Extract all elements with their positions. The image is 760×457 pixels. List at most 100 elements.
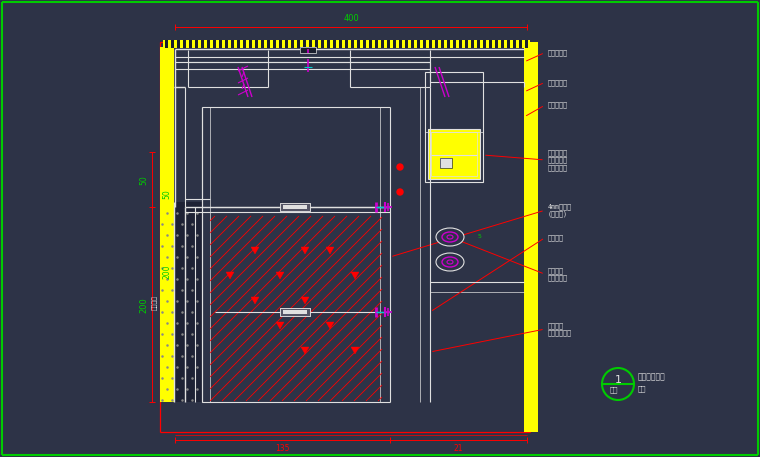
Text: 铝型材立柱
铝型材横档
不锈钢螺栓: 铝型材立柱 铝型材横档 不锈钢螺栓 — [548, 149, 568, 171]
Bar — [339, 40, 342, 48]
Bar — [381, 40, 384, 48]
Polygon shape — [326, 247, 334, 254]
Bar — [249, 40, 252, 48]
Text: 200: 200 — [139, 297, 148, 313]
Text: 幕墙竖框节点: 幕墙竖框节点 — [638, 372, 666, 382]
Bar — [243, 40, 246, 48]
Bar — [513, 40, 516, 48]
Bar — [417, 40, 420, 48]
Bar — [213, 40, 216, 48]
Bar — [423, 40, 426, 48]
Text: 接地扁钢
与钢结构连接: 接地扁钢 与钢结构连接 — [548, 322, 572, 336]
Bar — [333, 40, 336, 48]
Bar — [411, 40, 414, 48]
Bar — [405, 40, 408, 48]
Bar — [309, 40, 312, 48]
Polygon shape — [301, 247, 309, 254]
Bar — [345, 40, 348, 48]
Text: 50: 50 — [163, 189, 172, 199]
Bar — [519, 40, 522, 48]
Bar — [285, 40, 288, 48]
Bar — [428, 129, 480, 179]
Bar — [201, 40, 204, 48]
Polygon shape — [276, 272, 284, 279]
Bar — [447, 40, 450, 48]
Bar — [351, 40, 354, 48]
Text: 1: 1 — [615, 375, 622, 385]
Bar — [291, 40, 294, 48]
Bar — [507, 40, 510, 48]
Text: 比例: 比例 — [610, 387, 618, 393]
Text: 铝板封闭板: 铝板封闭板 — [548, 49, 568, 56]
Text: 50: 50 — [139, 175, 148, 185]
Bar — [165, 40, 168, 48]
Bar — [387, 40, 390, 48]
Bar — [399, 40, 402, 48]
Text: 连接件件: 连接件件 — [548, 234, 564, 241]
Bar — [525, 40, 528, 48]
Bar — [183, 40, 186, 48]
Polygon shape — [351, 272, 359, 279]
Circle shape — [397, 189, 403, 195]
Ellipse shape — [436, 228, 464, 246]
Bar — [283, 205, 307, 209]
Bar — [261, 40, 264, 48]
Polygon shape — [301, 297, 309, 304]
Bar — [297, 40, 300, 48]
Bar — [225, 40, 228, 48]
Text: 400: 400 — [343, 14, 359, 23]
Circle shape — [397, 164, 403, 170]
Polygon shape — [251, 247, 259, 254]
Bar — [495, 40, 498, 48]
Bar — [300, 47, 316, 53]
Bar — [280, 203, 310, 211]
Polygon shape — [226, 272, 234, 279]
Text: 铝板饰板
不锈钢螺丝: 铝板饰板 不锈钢螺丝 — [548, 267, 568, 282]
Bar — [440, 158, 452, 168]
Polygon shape — [276, 322, 284, 329]
Text: 青铜处理件: 青铜处理件 — [548, 79, 568, 85]
Text: 4mm石材板
(或铝板): 4mm石材板 (或铝板) — [548, 203, 572, 218]
Ellipse shape — [447, 260, 453, 264]
Text: 直升: 直升 — [638, 386, 647, 392]
Bar — [441, 40, 444, 48]
Bar — [477, 40, 480, 48]
Text: 135: 135 — [275, 444, 290, 453]
Bar — [453, 40, 456, 48]
Bar — [160, 202, 202, 402]
Text: 幕墙装修: 幕墙装修 — [152, 294, 158, 309]
Bar — [315, 40, 318, 48]
Bar — [207, 40, 210, 48]
Bar — [279, 40, 282, 48]
Bar — [280, 308, 310, 316]
Bar — [440, 158, 452, 168]
Ellipse shape — [436, 253, 464, 271]
Bar — [163, 40, 530, 48]
Bar — [357, 40, 360, 48]
Polygon shape — [351, 347, 359, 354]
Polygon shape — [326, 322, 334, 329]
Bar — [219, 40, 222, 48]
Bar — [483, 40, 486, 48]
Ellipse shape — [447, 235, 453, 239]
Bar — [393, 40, 396, 48]
Polygon shape — [301, 347, 309, 354]
Bar — [524, 42, 538, 432]
Bar — [369, 40, 372, 48]
Bar — [375, 40, 378, 48]
Bar — [237, 40, 240, 48]
Bar — [273, 40, 276, 48]
Bar — [231, 40, 234, 48]
Polygon shape — [251, 297, 259, 304]
Text: 21: 21 — [453, 444, 463, 453]
Bar — [210, 216, 382, 401]
Bar — [300, 47, 316, 53]
Bar — [431, 132, 477, 176]
Bar — [177, 40, 180, 48]
Bar — [280, 203, 310, 211]
Bar — [471, 40, 474, 48]
Bar — [429, 40, 432, 48]
Bar — [283, 310, 307, 314]
Text: 不锈钢衬板: 不锈钢衬板 — [548, 102, 568, 108]
Bar — [489, 40, 492, 48]
